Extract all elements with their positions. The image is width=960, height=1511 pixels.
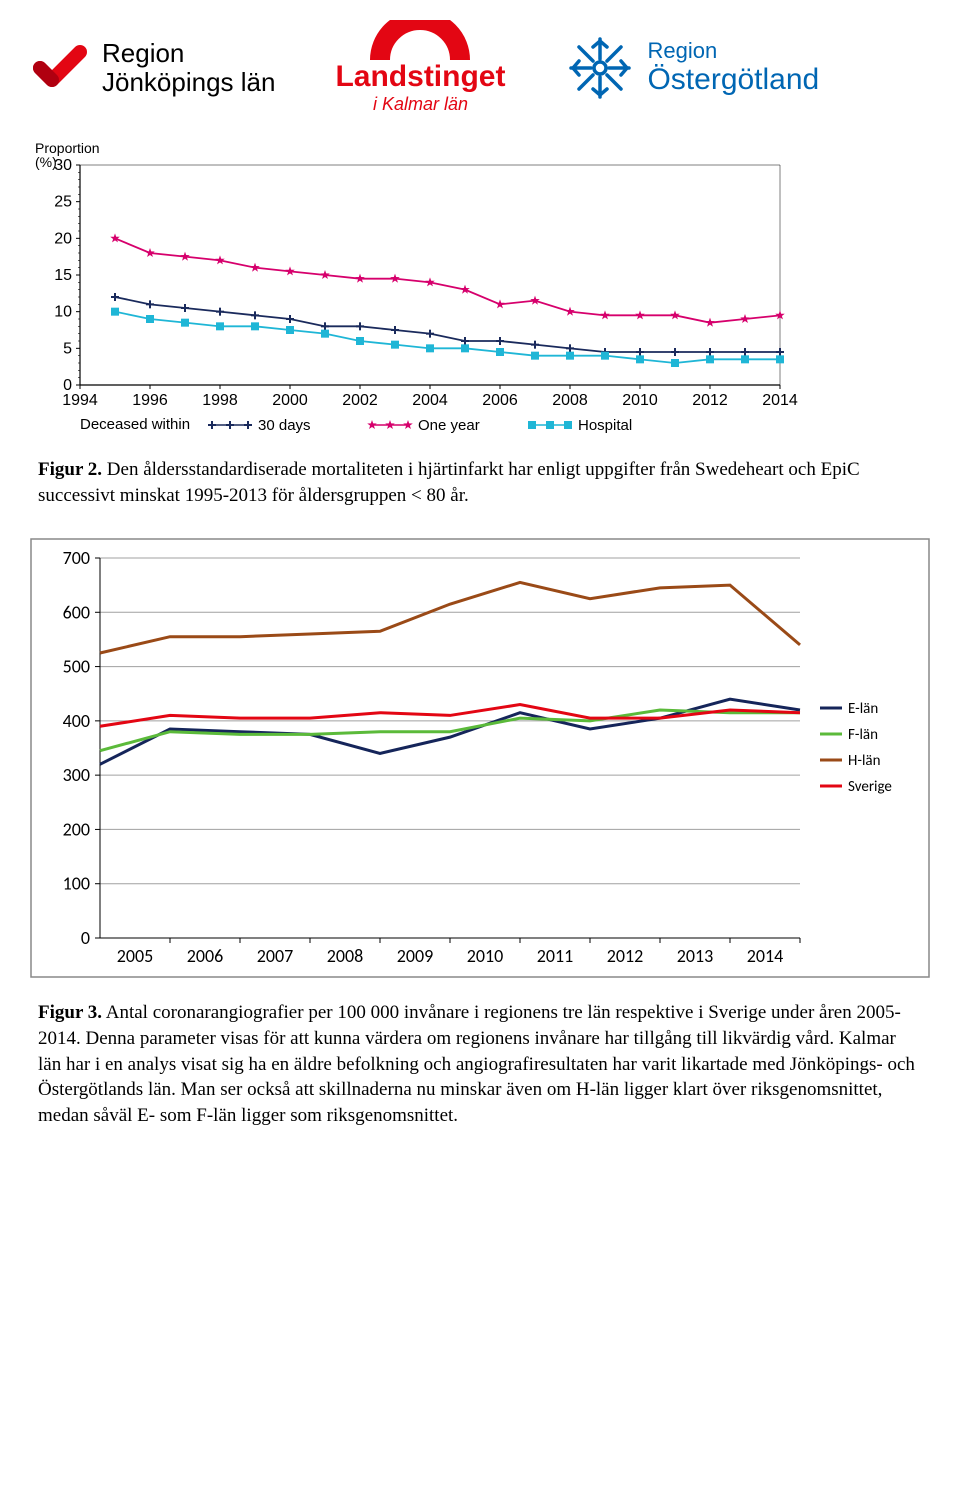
- svg-text:2004: 2004: [412, 392, 448, 409]
- svg-text:2012: 2012: [692, 392, 728, 409]
- svg-text:2000: 2000: [272, 392, 308, 409]
- logo-oster-line2: Östergötland: [647, 63, 819, 96]
- caption-figur3-title: Figur 3.: [38, 1002, 102, 1023]
- svg-text:2009: 2009: [397, 945, 434, 967]
- svg-text:300: 300: [63, 764, 90, 786]
- logo-kalmar: Landstinget i Kalmar län: [335, 20, 505, 115]
- svg-text:30 days: 30 days: [258, 417, 311, 434]
- svg-text:2008: 2008: [327, 945, 364, 967]
- svg-text:2008: 2008: [552, 392, 588, 409]
- svg-text:500: 500: [63, 656, 90, 678]
- logo-jonkoping-line2: Jönköpings län: [102, 68, 275, 97]
- caption-figur2: Figur 2. Den åldersstandardiserade morta…: [0, 445, 960, 528]
- svg-text:15: 15: [54, 267, 72, 284]
- svg-text:1996: 1996: [132, 392, 168, 409]
- svg-text:H-län: H-län: [848, 752, 880, 770]
- svg-text:1998: 1998: [202, 392, 238, 409]
- svg-text:1994: 1994: [62, 392, 98, 409]
- svg-text:F-län: F-län: [848, 726, 878, 744]
- logo-ostergotland: Region Östergötland: [565, 33, 819, 103]
- svg-text:600: 600: [63, 602, 90, 624]
- svg-text:2006: 2006: [482, 392, 518, 409]
- svg-text:700: 700: [63, 547, 90, 569]
- svg-text:One year: One year: [418, 417, 480, 434]
- svg-text:2010: 2010: [467, 945, 504, 967]
- caption-figur2-title: Figur 2.: [38, 459, 102, 480]
- svg-text:5: 5: [63, 340, 72, 357]
- caption-figur3-text: Antal coronarangiografier per 100 000 in…: [38, 1002, 915, 1126]
- snowflake-icon: [565, 33, 635, 103]
- svg-text:E-län: E-län: [848, 700, 878, 718]
- svg-text:Deceased within: Deceased within: [80, 416, 190, 433]
- svg-text:2013: 2013: [677, 945, 714, 967]
- logo-jonkoping: Region Jönköpings län: [30, 38, 275, 98]
- angiography-chart: 0 100 200 300 400 500 600 700 2005 2006 2007 2008 20…: [30, 538, 930, 978]
- chart2-container: 0 100 200 300 400 500 600 700 2005 2006 2007 2008 20…: [0, 528, 960, 988]
- arch-icon: [365, 20, 475, 60]
- chart1-container: Proportion(%)051015202530199419961998200…: [0, 125, 960, 445]
- svg-text:2012: 2012: [607, 945, 644, 967]
- logo-oster-line1: Region: [647, 39, 819, 63]
- caption-figur3: Figur 3. Antal coronarangiografier per 1…: [0, 988, 960, 1148]
- checkmark-icon: [30, 38, 90, 98]
- svg-text:Hospital: Hospital: [578, 417, 632, 434]
- mortality-chart: Proportion(%)051015202530199419961998200…: [30, 135, 810, 435]
- svg-text:100: 100: [63, 873, 90, 895]
- svg-text:2014: 2014: [747, 945, 784, 967]
- svg-text:2010: 2010: [622, 392, 658, 409]
- logo-jonkoping-line1: Region: [102, 39, 275, 68]
- caption-figur2-text: Den åldersstandardiserade mortaliteten i…: [38, 459, 860, 506]
- svg-text:2014: 2014: [762, 392, 798, 409]
- svg-text:2007: 2007: [257, 945, 294, 967]
- svg-text:20: 20: [54, 230, 72, 247]
- svg-text:25: 25: [54, 194, 72, 211]
- svg-text:2006: 2006: [187, 945, 224, 967]
- svg-text:400: 400: [63, 710, 90, 732]
- svg-text:0: 0: [81, 927, 90, 949]
- svg-text:Sverige: Sverige: [848, 778, 892, 796]
- svg-text:10: 10: [54, 304, 72, 321]
- svg-text:2011: 2011: [537, 945, 574, 967]
- svg-text:2002: 2002: [342, 392, 378, 409]
- logo-kalmar-line1: Landstinget: [335, 60, 505, 94]
- logo-kalmar-line2: i Kalmar län: [373, 94, 468, 115]
- svg-text:30: 30: [54, 157, 72, 174]
- logo-strip: Region Jönköpings län Landstinget i Kalm…: [0, 0, 960, 125]
- svg-text:2005: 2005: [117, 945, 154, 967]
- svg-text:200: 200: [63, 819, 90, 841]
